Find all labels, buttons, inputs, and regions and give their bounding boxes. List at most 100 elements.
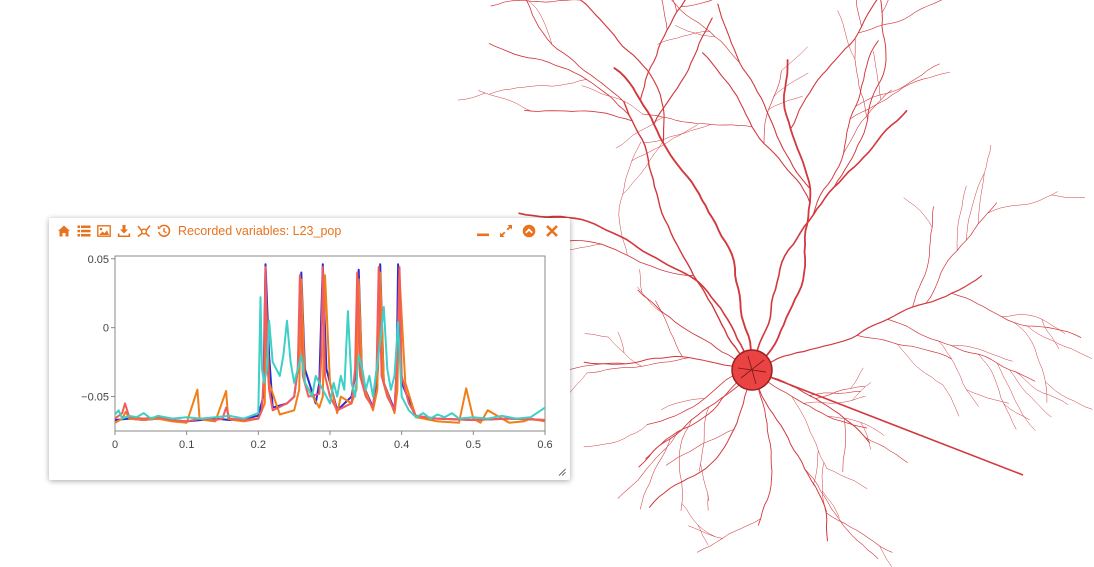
dendrite-branch xyxy=(856,335,952,360)
collapse-icon[interactable] xyxy=(521,223,537,239)
plot-area xyxy=(114,255,546,432)
history-icon[interactable] xyxy=(156,223,172,239)
y-tick-label: 0 xyxy=(103,323,109,335)
dendrite-branch xyxy=(655,300,683,357)
dendrite-branch xyxy=(873,51,882,101)
dendrite-branch xyxy=(678,419,692,511)
dendrite-branch xyxy=(903,197,933,228)
dendrite-branch xyxy=(925,202,998,304)
dendrite-branch xyxy=(697,518,761,553)
dendrite-branch xyxy=(675,25,716,37)
dendrite-branch xyxy=(584,333,609,338)
dendrite-branch xyxy=(966,389,1009,404)
series-line-3 xyxy=(114,266,546,423)
dendrite-branch xyxy=(803,395,866,404)
minimize-icon[interactable] xyxy=(475,223,491,239)
y-tick-label: 0.05 xyxy=(88,254,109,266)
dendrite-branch xyxy=(781,46,808,72)
dendrite-branch xyxy=(864,436,908,463)
close-icon[interactable] xyxy=(544,223,560,239)
download-icon[interactable] xyxy=(116,223,132,239)
dendrite-branch xyxy=(586,357,690,374)
dendrite-branch xyxy=(488,43,630,116)
dendrite-branch xyxy=(661,0,668,31)
dendrite-branch xyxy=(826,468,868,489)
x-tick-label: 0 xyxy=(112,439,118,451)
dendrite-branch xyxy=(851,382,872,401)
dendrite-branch xyxy=(490,0,582,7)
dendrite-branch xyxy=(643,124,711,143)
dendrite-branch xyxy=(579,0,665,144)
dendrite-branch xyxy=(631,124,699,162)
dendrite-branch xyxy=(951,292,1082,338)
line-chart[interactable]: 0.05 0 −0.05 0 0.1 0.2 0.3 0.4 0.5 0.6 xyxy=(49,244,570,470)
image-icon[interactable] xyxy=(96,223,112,239)
x-tick-label: 0.1 xyxy=(179,439,194,451)
x-tick-label: 0.5 xyxy=(466,439,481,451)
plot-widget[interactable]: Recorded variables: L23_pop 0.05 0 −0.05 0… xyxy=(49,218,570,480)
dendrite-branch xyxy=(751,275,983,371)
dendrite-branch xyxy=(618,141,642,256)
dendrite-branch xyxy=(697,524,709,546)
dendrite-branch xyxy=(613,67,753,371)
dendrite-branch xyxy=(966,172,985,241)
dendrite-branch xyxy=(672,0,678,13)
dendrite-branch xyxy=(700,463,710,502)
dendrite-branch xyxy=(649,369,753,508)
dendrite-branch xyxy=(688,525,723,539)
dendrite-branch xyxy=(812,450,819,486)
window-controls xyxy=(468,223,560,239)
dendrite-branch xyxy=(657,31,711,45)
home-icon[interactable] xyxy=(56,223,72,239)
dendrite-branch xyxy=(942,384,960,417)
dendrite-branch xyxy=(951,345,1013,362)
dendrite-branch xyxy=(622,142,663,195)
dendrite-branch xyxy=(645,369,753,460)
pan-icon[interactable] xyxy=(136,223,152,239)
dendrite-branch xyxy=(583,424,648,448)
dendrite-branch xyxy=(833,0,887,188)
dendrite-branch xyxy=(812,40,879,216)
dendrite-branch xyxy=(827,416,885,436)
dendrite-branch xyxy=(854,37,868,120)
dendrite-branch xyxy=(856,0,862,28)
dendrite-branch xyxy=(837,10,856,59)
dendrite-branch xyxy=(938,340,979,407)
widget-header: Recorded variables: L23_pop xyxy=(49,218,570,244)
dendrite-branch xyxy=(815,385,865,399)
dendrite-branch xyxy=(751,369,773,526)
dendrite-branch xyxy=(849,72,950,120)
x-tick-label: 0.2 xyxy=(251,439,266,451)
dendrite-branch xyxy=(639,0,686,101)
x-tick-label: 0.6 xyxy=(537,439,552,451)
soma-detail xyxy=(737,355,767,385)
dendrite-branch xyxy=(751,59,812,371)
y-tick-label: −0.05 xyxy=(81,392,109,404)
dendrite-branch xyxy=(615,116,664,149)
dendrite-branch xyxy=(489,79,587,95)
dendrite-branch xyxy=(665,429,735,466)
dendrite-branch xyxy=(860,422,871,450)
dendrite-branch xyxy=(1041,318,1060,349)
maximize-icon[interactable] xyxy=(498,223,514,239)
dendrite-branch xyxy=(751,110,908,371)
dendrite-branch xyxy=(698,406,710,472)
dendrite-branch xyxy=(617,431,678,499)
dendrite-branch xyxy=(527,0,553,45)
resize-handle-icon[interactable] xyxy=(558,468,566,476)
dendrite-branch xyxy=(809,391,861,396)
dendrite-branch xyxy=(857,0,943,34)
dendrite-branch xyxy=(1027,325,1092,359)
x-axis: 0 0.1 0.2 0.3 0.4 0.5 0.6 xyxy=(112,431,553,451)
dendrite-branch xyxy=(617,331,625,354)
dendrite-branch xyxy=(524,109,633,122)
dendrite-branch xyxy=(457,92,486,101)
dendrite-branch xyxy=(717,3,811,190)
dendrite-branch xyxy=(751,369,828,542)
dendrite-branch xyxy=(978,145,992,224)
list-icon[interactable] xyxy=(76,223,92,239)
dendrite-branch xyxy=(1051,194,1085,199)
dendrite-branch xyxy=(1009,369,1052,418)
dendrite-branch xyxy=(751,369,868,429)
